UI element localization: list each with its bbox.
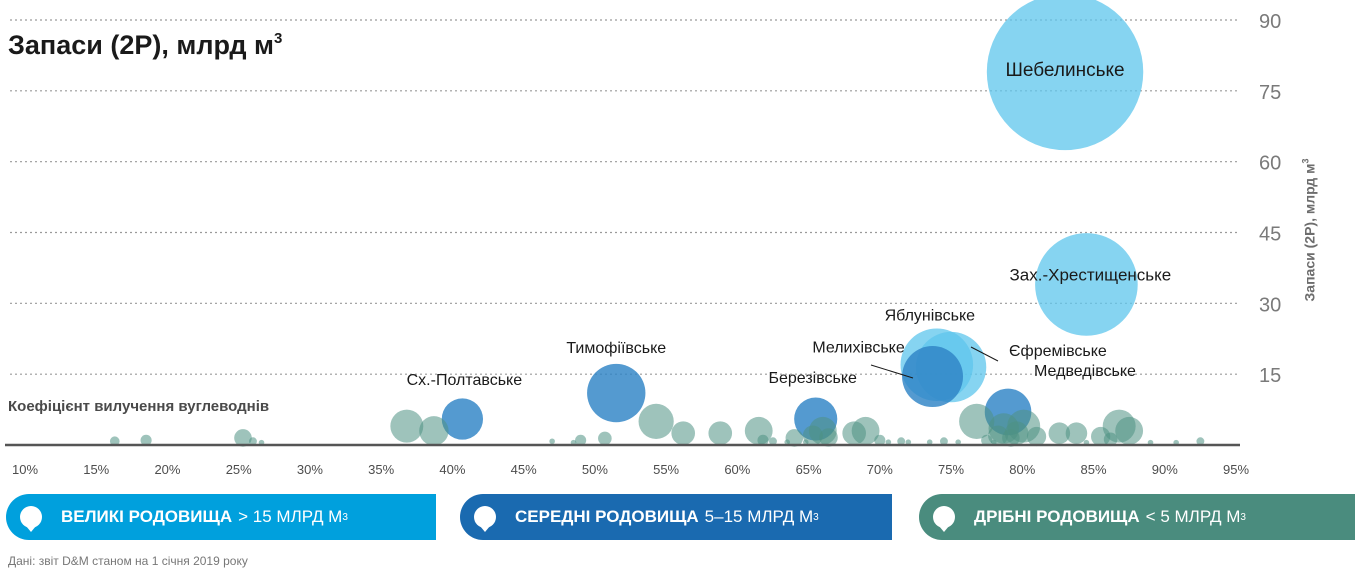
x-tick-label: 90% (1152, 462, 1178, 477)
x-tick-label: 35% (368, 462, 394, 477)
y-tick-label: 15 (1259, 365, 1281, 387)
bubble-large (1035, 233, 1138, 336)
bubble-small (575, 434, 587, 446)
x-tick-label: 85% (1081, 462, 1107, 477)
bubble-small (549, 438, 555, 445)
bubble-small (926, 439, 933, 445)
bubble-small (785, 429, 804, 447)
x-tick-label: 15% (83, 462, 109, 477)
bubble-small (819, 428, 838, 447)
leader-line (970, 346, 999, 362)
bubble-label: Єфремівське (1009, 343, 1107, 360)
bubble-small (1065, 422, 1088, 444)
bubble-small (140, 434, 152, 446)
bubble-small (757, 434, 769, 446)
x-tick-label: 70% (867, 462, 893, 477)
bubble-small (671, 421, 696, 446)
x-tick-label: 10% (12, 462, 38, 477)
bubble-label: Шебелинське (1006, 60, 1125, 81)
bubble-small (598, 431, 612, 446)
bubble-small (1196, 437, 1205, 446)
x-axis-label: Коефіцієнт вилучення вуглеводнів (8, 398, 270, 415)
bubble-small (1026, 426, 1047, 447)
bubble-small (638, 403, 674, 439)
x-tick-label: 55% (653, 462, 679, 477)
bubble-label: Медведівське (1034, 363, 1136, 380)
bubble-large (986, 0, 1144, 151)
x-tick-label: 65% (796, 462, 822, 477)
bubble-small (1115, 416, 1144, 445)
bubble-small (905, 439, 912, 445)
x-tick-label: 30% (297, 462, 323, 477)
bubble-small (708, 421, 733, 446)
bubble-small (955, 439, 961, 445)
bubble-small (874, 434, 886, 446)
bubble-small (939, 437, 948, 446)
bubble-label: Тимофіївське (566, 340, 666, 357)
x-tick-label: 95% (1223, 462, 1249, 477)
pin-icon (474, 506, 496, 532)
x-tick-label: 40% (439, 462, 465, 477)
bubble-small (769, 437, 777, 446)
x-tick-label: 75% (938, 462, 964, 477)
chart-title: Запаси (2P), млрд м3 (8, 30, 283, 60)
leader-line (870, 364, 914, 379)
bubble-label: Сх.-Полтавське (407, 372, 523, 389)
bubble-small (885, 439, 892, 445)
x-tick-label: 60% (724, 462, 750, 477)
bubble-small (109, 436, 120, 447)
bubble-small (1048, 422, 1071, 444)
x-tick-label: 25% (226, 462, 252, 477)
y-tick-label: 60 (1259, 153, 1281, 175)
x-tick-label: 50% (582, 462, 608, 477)
bubble-medium (902, 346, 964, 408)
bubble-label: Мелихівське (812, 340, 905, 357)
bubble-small (419, 416, 449, 446)
y-tick-label: 30 (1259, 294, 1281, 316)
y-tick-label: 75 (1259, 82, 1281, 104)
bubble-small (390, 409, 424, 443)
bubble-small (959, 403, 995, 439)
x-tick-label: 45% (511, 462, 537, 477)
y-tick-label: 90 (1259, 11, 1281, 33)
bubble-label: Березівське (768, 370, 857, 387)
bubble-medium (441, 398, 484, 440)
y-tick-label: 45 (1259, 224, 1281, 246)
y-axis-label: Запаси (2P), млрд м3 (1300, 158, 1318, 302)
x-tick-label: 20% (154, 462, 180, 477)
pin-icon (933, 506, 955, 532)
bubble-small (249, 437, 257, 446)
bubble-label: Яблунівське (885, 308, 976, 325)
pin-icon (20, 506, 42, 532)
bubble-small (897, 437, 906, 446)
bubble-label: Зах.-Хрестищенське (1010, 265, 1172, 284)
bubble-small (851, 416, 880, 445)
bubble-small (234, 429, 252, 447)
source-note: Дані: звіт D&M станом на 1 січня 2019 ро… (8, 554, 248, 568)
bubble-medium (587, 363, 646, 423)
x-tick-label: 80% (1009, 462, 1035, 477)
